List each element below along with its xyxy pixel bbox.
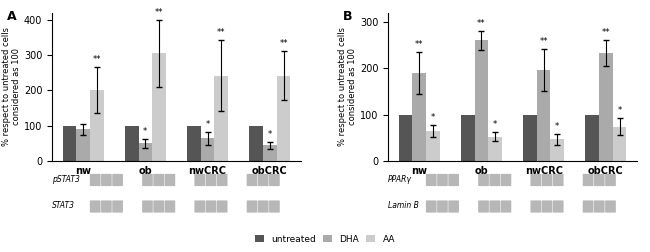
Bar (214, 76, 228, 161)
FancyBboxPatch shape (112, 200, 123, 213)
Bar (201, 138, 214, 161)
Text: **: ** (540, 37, 548, 46)
Bar (138, 143, 152, 161)
FancyBboxPatch shape (217, 200, 228, 213)
Text: **: ** (602, 28, 610, 38)
Text: B: B (343, 10, 353, 23)
Bar (250, 126, 263, 161)
Bar (152, 53, 166, 161)
Text: **: ** (92, 55, 101, 65)
FancyBboxPatch shape (164, 174, 176, 186)
Bar (537, 70, 551, 161)
FancyBboxPatch shape (426, 200, 437, 213)
Text: Lamin B: Lamin B (388, 202, 419, 210)
FancyBboxPatch shape (205, 174, 216, 186)
FancyBboxPatch shape (269, 200, 280, 213)
FancyBboxPatch shape (258, 174, 268, 186)
Bar (398, 115, 412, 161)
FancyBboxPatch shape (90, 200, 101, 213)
FancyBboxPatch shape (90, 174, 101, 186)
FancyBboxPatch shape (541, 174, 552, 186)
FancyBboxPatch shape (594, 200, 604, 213)
FancyBboxPatch shape (101, 200, 112, 213)
Bar (488, 137, 502, 161)
Bar (461, 115, 474, 161)
Bar (551, 139, 564, 161)
Text: *: * (493, 120, 497, 129)
Bar (474, 41, 488, 161)
Text: *: * (268, 130, 272, 139)
FancyBboxPatch shape (246, 174, 257, 186)
Text: *: * (555, 122, 560, 131)
FancyBboxPatch shape (437, 200, 448, 213)
FancyBboxPatch shape (594, 174, 604, 186)
Text: A: A (7, 10, 17, 23)
FancyBboxPatch shape (437, 174, 448, 186)
FancyBboxPatch shape (489, 174, 500, 186)
FancyBboxPatch shape (530, 200, 541, 213)
Bar (125, 126, 138, 161)
FancyBboxPatch shape (142, 200, 153, 213)
FancyBboxPatch shape (583, 200, 593, 213)
FancyBboxPatch shape (164, 200, 176, 213)
Bar (613, 127, 627, 161)
Bar (426, 131, 439, 161)
FancyBboxPatch shape (142, 174, 153, 186)
Bar (187, 126, 201, 161)
FancyBboxPatch shape (541, 200, 552, 213)
FancyBboxPatch shape (217, 174, 228, 186)
FancyBboxPatch shape (605, 200, 616, 213)
FancyBboxPatch shape (530, 174, 541, 186)
Text: **: ** (415, 40, 423, 49)
FancyBboxPatch shape (500, 174, 512, 186)
Text: STAT3: STAT3 (52, 202, 75, 210)
Bar (263, 145, 277, 161)
Bar (523, 115, 537, 161)
FancyBboxPatch shape (478, 174, 489, 186)
FancyBboxPatch shape (583, 174, 593, 186)
FancyBboxPatch shape (153, 200, 164, 213)
FancyBboxPatch shape (426, 174, 437, 186)
FancyBboxPatch shape (489, 200, 500, 213)
FancyBboxPatch shape (478, 200, 489, 213)
Text: *: * (205, 120, 210, 129)
Text: *: * (618, 106, 621, 115)
FancyBboxPatch shape (153, 174, 164, 186)
FancyBboxPatch shape (500, 200, 512, 213)
FancyBboxPatch shape (448, 174, 459, 186)
Text: PPARγ: PPARγ (388, 175, 412, 184)
Text: *: * (143, 127, 148, 136)
Text: **: ** (217, 28, 226, 37)
Bar (76, 129, 90, 161)
Bar (277, 76, 291, 161)
Legend: untreated, DHA, AA: untreated, DHA, AA (252, 231, 398, 247)
Text: **: ** (477, 19, 486, 28)
Y-axis label: % respect to untreated cells
considered as 100: % respect to untreated cells considered … (337, 27, 357, 146)
Bar (90, 90, 103, 161)
Text: **: ** (155, 8, 163, 17)
FancyBboxPatch shape (448, 200, 459, 213)
FancyBboxPatch shape (553, 200, 564, 213)
Bar (586, 115, 599, 161)
FancyBboxPatch shape (112, 174, 123, 186)
FancyBboxPatch shape (246, 200, 257, 213)
Y-axis label: % respect to untreated cells
considered as 100: % respect to untreated cells considered … (1, 27, 21, 146)
Text: pSTAT3: pSTAT3 (52, 175, 80, 184)
Bar (412, 73, 426, 161)
Bar (62, 126, 76, 161)
FancyBboxPatch shape (605, 174, 616, 186)
FancyBboxPatch shape (194, 200, 205, 213)
FancyBboxPatch shape (269, 174, 280, 186)
FancyBboxPatch shape (194, 174, 205, 186)
FancyBboxPatch shape (258, 200, 268, 213)
Text: **: ** (280, 39, 288, 48)
Text: *: * (431, 113, 435, 122)
FancyBboxPatch shape (205, 200, 216, 213)
FancyBboxPatch shape (553, 174, 564, 186)
FancyBboxPatch shape (101, 174, 112, 186)
Bar (599, 53, 613, 161)
